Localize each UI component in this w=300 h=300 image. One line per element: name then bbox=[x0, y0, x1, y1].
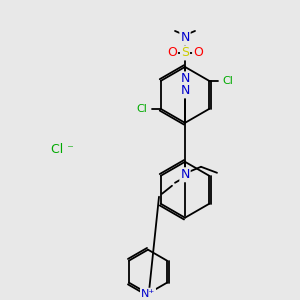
Text: N: N bbox=[180, 32, 190, 44]
Text: Cl: Cl bbox=[223, 76, 234, 86]
Text: Cl: Cl bbox=[136, 104, 147, 114]
Text: N: N bbox=[180, 168, 190, 181]
Text: N: N bbox=[180, 72, 190, 86]
Text: N: N bbox=[180, 84, 190, 98]
Text: S: S bbox=[181, 46, 189, 59]
Text: Cl ⁻: Cl ⁻ bbox=[51, 143, 74, 156]
Text: N⁺: N⁺ bbox=[141, 289, 155, 298]
Text: O: O bbox=[167, 46, 177, 59]
Text: O: O bbox=[193, 46, 203, 59]
